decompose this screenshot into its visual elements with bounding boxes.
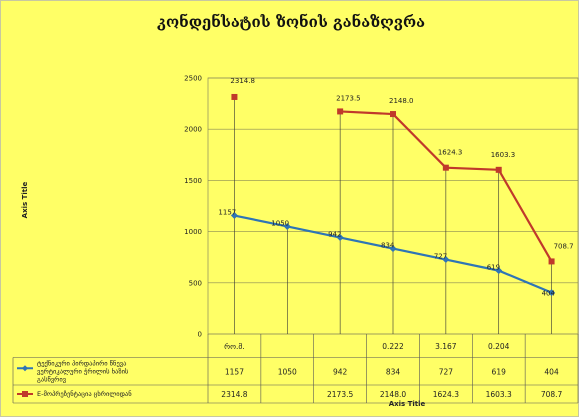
chart-title: კონდენსატის ზონის განაზღვრა — [156, 13, 426, 31]
legend-label: E-მოპრეზენტაცია ცხრილიდან — [37, 389, 132, 398]
data-point — [389, 245, 397, 253]
category-label: რო.მ. — [224, 342, 245, 351]
table-value: 1050 — [278, 367, 297, 376]
y-tick-label: 2000 — [184, 126, 202, 134]
data-label: 708.7 — [554, 242, 574, 250]
y-tick-label: 2500 — [184, 75, 202, 83]
table-value: 2148.0 — [380, 390, 406, 399]
data-point — [336, 234, 344, 242]
data-label: 2173.5 — [336, 94, 361, 102]
data-label: 2148.0 — [389, 97, 414, 105]
data-point — [442, 164, 449, 171]
table-value: 727 — [439, 367, 454, 376]
data-point — [283, 222, 291, 230]
category-label: 0.222 — [382, 342, 404, 351]
table-value: 619 — [492, 367, 507, 376]
data-point — [548, 289, 556, 297]
data-label: 1624.3 — [438, 149, 463, 157]
data-label: 727 — [434, 253, 447, 261]
y-tick-label: 500 — [189, 279, 202, 287]
table-value: 404 — [544, 367, 559, 376]
table-value: 834 — [386, 367, 401, 376]
table-value: 1157 — [225, 367, 244, 376]
data-point — [337, 108, 344, 115]
data-label: 942 — [328, 231, 341, 239]
data-label: 619 — [487, 264, 500, 272]
data-label: 834 — [381, 242, 395, 250]
data-point — [442, 256, 450, 264]
table-value: 2173.5 — [327, 390, 353, 399]
table-value: 1624.3 — [433, 390, 459, 399]
y-tick-label: 0 — [198, 331, 202, 339]
table-value: 1603.3 — [486, 390, 512, 399]
legend-marker — [22, 365, 28, 372]
data-label: 1603.3 — [491, 151, 516, 159]
data-point — [390, 111, 396, 118]
data-point — [231, 93, 238, 100]
legend-label: ტექნიკური პირდაპირი წნევა ვერტიკალური ჭრი… — [37, 358, 129, 383]
data-point — [495, 267, 503, 275]
category-label: 0.204 — [488, 342, 510, 351]
data-label: 2314.8 — [230, 77, 255, 85]
data-point — [548, 258, 555, 265]
y-tick-label: 1500 — [184, 177, 202, 185]
table-value: 708.7 — [541, 390, 563, 399]
data-point — [230, 212, 238, 220]
x-axis-title: Axis Title — [388, 400, 426, 408]
legend-marker — [22, 391, 28, 397]
table-value: 2314.8 — [221, 390, 247, 399]
table-value: 942 — [333, 367, 348, 376]
data-label: 1157 — [218, 209, 236, 217]
y-tick-label: 1000 — [184, 228, 202, 236]
data-label: 404 — [542, 290, 556, 298]
category-label: 3.167 — [435, 342, 457, 351]
data-point — [495, 166, 502, 173]
data-label: 1050 — [271, 219, 289, 227]
